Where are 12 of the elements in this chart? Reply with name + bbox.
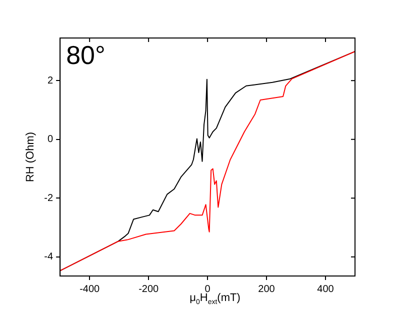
x-tick-label: -200 [138,284,160,295]
x-tick-label: 400 [317,284,334,295]
x-tick-label: 200 [258,284,276,295]
y-tick-label: 2 [48,75,54,86]
x-axis-title: μ$_{0}$H$_{ext}$(mT) [190,292,240,306]
annotation: 80° [66,40,106,70]
x-tick-label: -400 [80,284,100,295]
x-tick-label: 0 [204,284,211,295]
y-axis-title: RH (Ohm) [24,132,37,182]
y-tick-label: 0 [48,134,54,146]
y-tick-label: -2 [44,192,54,204]
y-tick-label: -4 [44,252,54,263]
